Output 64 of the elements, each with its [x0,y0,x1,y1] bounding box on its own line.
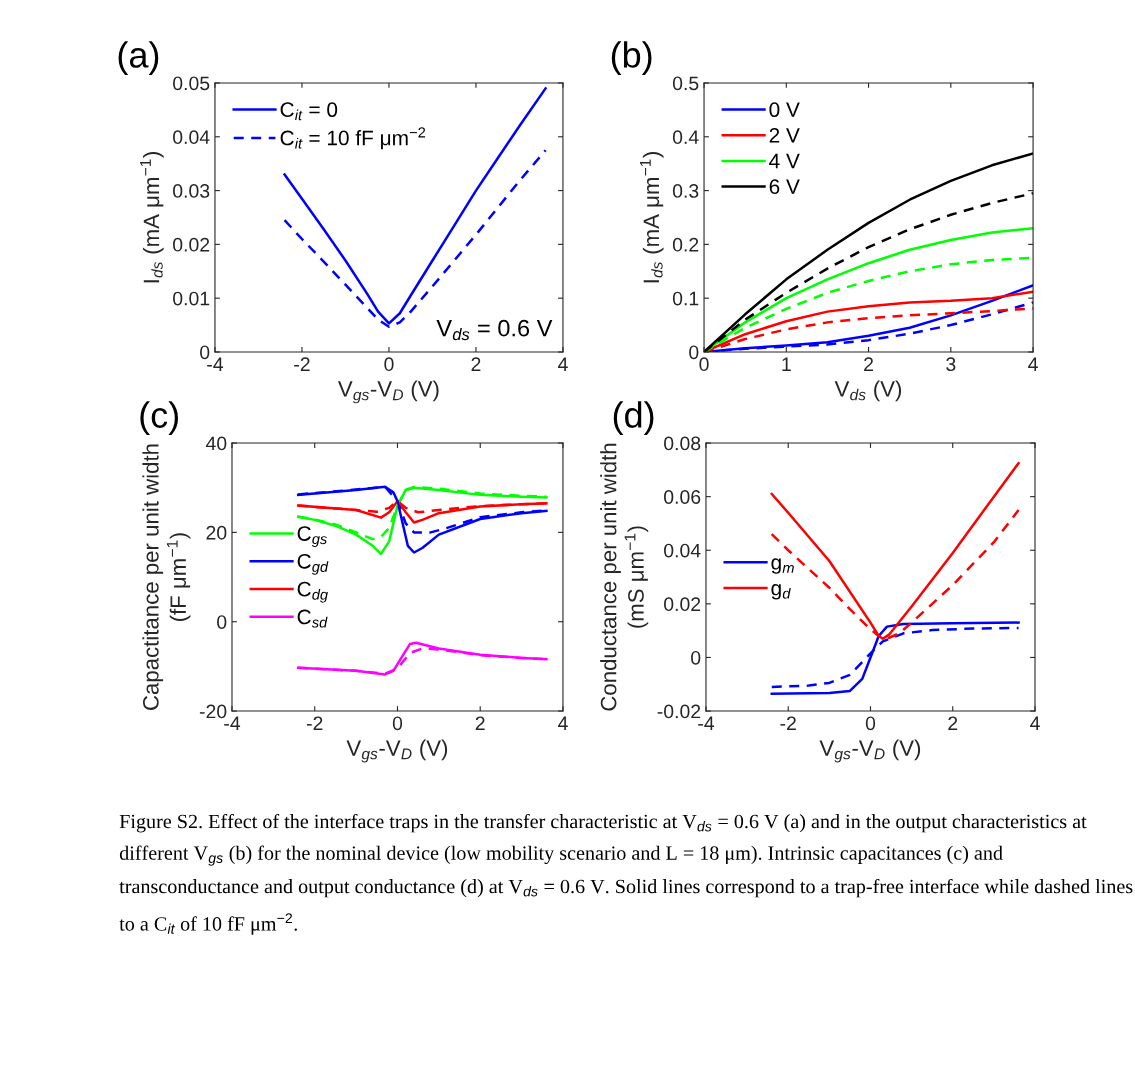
legend-label: C$_{dg}$ [297,581,328,603]
x-tick-label: 3 [946,357,956,372]
legend-label: 6 V [769,179,800,195]
x-tick-label: 4 [1030,716,1040,730]
legend-label: C$_{gd}$ [297,553,329,575]
y-tick-label: 0.5 [672,76,699,91]
y-axis-title: I$_{ds}$ (mA μm$^{−1}$) [640,152,664,283]
y-tick-label: 0 [217,615,227,629]
legend-label: g$_{d}$ [771,584,791,600]
x-tick-label: 4 [558,716,568,730]
legend-label: 4 V [769,153,800,169]
x-tick-label: 4 [558,357,568,371]
line-series [770,461,1020,640]
x-axis-title: V$_{gs}$-V$_{D}$ (V) [346,739,448,763]
y-tick-label: 0 [691,650,701,665]
x-tick-label: 0 [865,716,876,731]
x-tick-label: 2 [471,357,481,371]
x-axis-title: V$_{gs}$-V$_{D}$ (V) [819,739,921,763]
chart-title: (a) [118,41,159,75]
y-axis-title: Capactitance per unit width (fF μm$^{−1}$) [142,444,191,710]
text: Figure S2. Effect of the interface traps in the transfer characteristic at V$_{ds}$ = 0.6 V (a) and in the output characteristics at different V$_{gs}$ (b) for the nominal device (low mobility scenario and L = 18 μm). Intrinsic capacitances (c) and transconductance and output conductance (d) at V$_{ds}$ = 0.6 V. Solid lines correspond to a trap-free interface while dashed lines to a C$_{it}$ of 10 fF μm$^{−2}$. [119,813,1133,935]
chart-title: (c) [140,401,178,435]
x-axis-title: V$_{ds}$ (V) [834,380,902,402]
x-axis-title: V$_{gs}$-V$_{D}$ (V) [337,380,439,404]
y-axis-title: Conductance per unit width (mS μm$^{−1}$) [600,443,649,711]
x-tick-label: -2 [306,716,323,730]
annotation: V$_{ds}$ = 0.6 V [436,319,553,341]
y-tick-label: 0.1 [672,291,699,306]
x-tick-label: 2 [948,716,958,730]
y-tick-label: 0.02 [173,237,210,252]
legend-label: g$_{m}$ [771,558,794,574]
x-tick-label: 4 [1028,357,1038,371]
legend-label: C$_{it}$ = 10 fF μm$^{−2}$ [280,127,426,150]
y-axis-title: I$_{ds}$ (mA μm$^{−1}$) [140,152,164,283]
y-tick-label: 0.04 [664,543,701,558]
y-tick-label: 0.08 [664,436,701,451]
y-tick-label: -0.02 [657,704,701,719]
y-tick-label: 0.05 [173,76,210,91]
x-tick-label: 0 [384,357,394,372]
y-tick-label: 0.01 [173,291,210,306]
x-tick-label: 0 [392,716,403,731]
legend-label: 0 V [769,102,800,118]
y-tick-label: 0.2 [672,237,699,252]
legend-label: 2 V [769,127,800,143]
y-tick-label: 0 [689,345,699,360]
legend-label: C$_{gs}$ [297,526,327,548]
x-tick-label: 2 [475,716,485,730]
y-tick-label: 0.03 [173,184,210,198]
x-tick-label: 1 [782,357,791,371]
chart-title: (b) [611,41,652,75]
chart-title: (d) [613,401,654,435]
x-tick-label: -2 [780,716,796,730]
y-tick-label: 0.02 [664,597,701,612]
x-tick-label: 2 [864,357,873,371]
legend-label: C$_{sd}$ [297,609,328,628]
y-tick-label: 0.06 [664,490,701,504]
legend-label: C$_{it}$ = 0 [280,102,338,121]
y-tick-label: 0.4 [672,130,699,145]
y-tick-label: 0.04 [173,130,210,145]
y-tick-label: 20 [206,525,227,540]
y-tick-label: 0.3 [672,184,699,198]
x-tick-label: -2 [294,357,310,371]
x-tick-label: -4 [698,716,715,730]
y-tick-label: 40 [205,436,227,451]
